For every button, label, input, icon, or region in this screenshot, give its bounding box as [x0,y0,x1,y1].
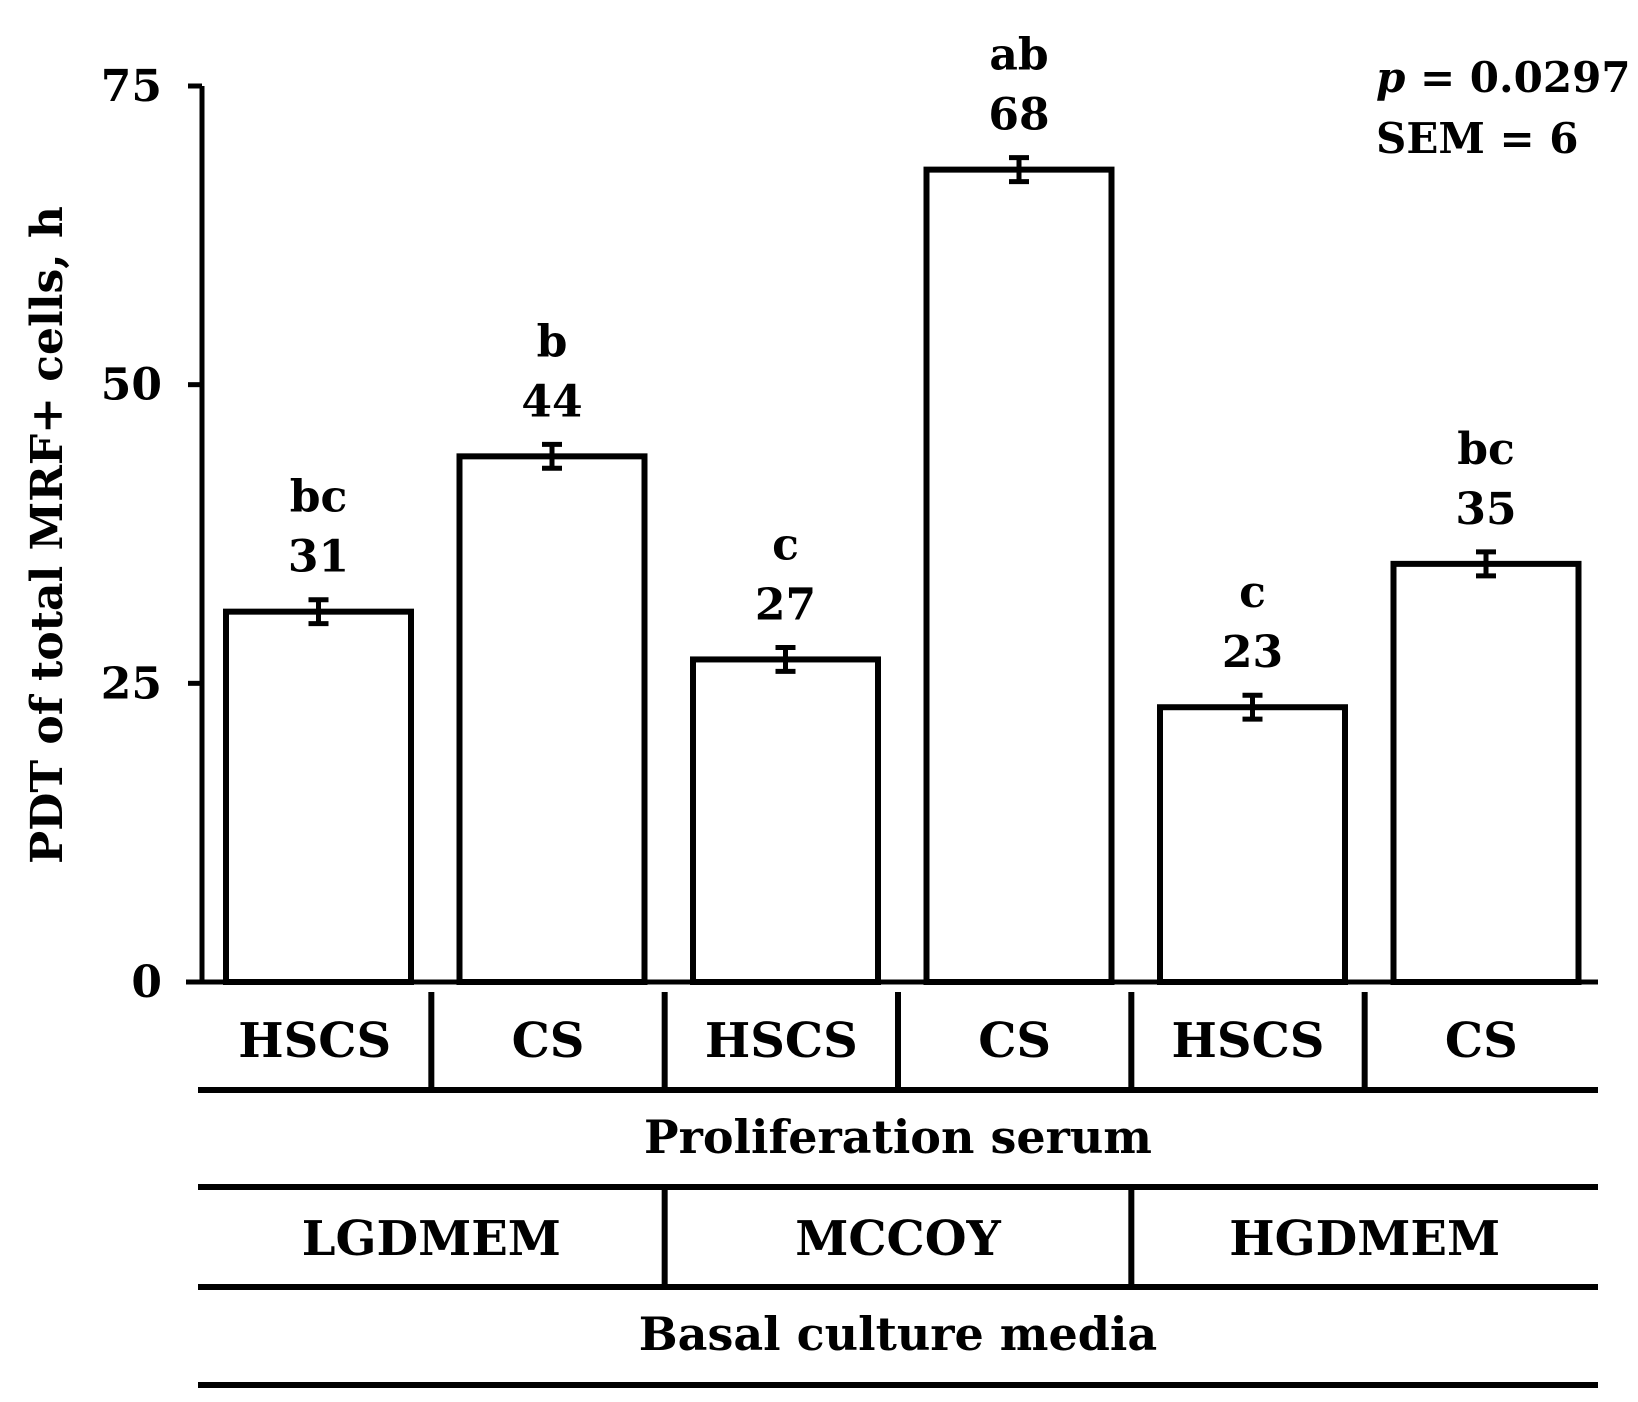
serum-category-label: HSCS [705,1013,858,1069]
basal-media-label: LGDMEM [302,1211,561,1267]
y-tick-label: 50 [101,360,162,411]
y-tick-label: 0 [131,957,162,1008]
proliferation-serum-label: Proliferation serum [644,1110,1152,1164]
significance-letter: bc [290,472,348,523]
serum-category-label: CS [512,1013,585,1069]
basal-culture-media-label: Basal culture media [639,1307,1157,1361]
serum-category-label: CS [978,1013,1051,1069]
bar-value-label: 23 [1222,627,1283,678]
bar [1390,560,1582,985]
bar [1157,704,1348,986]
p-value-text: = 0.0297 [1405,53,1630,102]
serum-category-label: HSCS [238,1013,391,1069]
bar-value-label: 68 [988,90,1049,141]
bar [223,608,414,985]
bar [456,453,648,985]
bar [690,656,881,985]
basal-media-label: HGDMEM [1229,1211,1500,1267]
bar-value-label: 44 [521,376,582,427]
sem-label: SEM = 6 [1376,114,1579,163]
basal-media-label: MCCOY [795,1211,1001,1267]
serum-category-label: CS [1445,1013,1518,1069]
p-value-label: p = 0.0297 [1376,53,1631,102]
bar [923,166,1115,986]
bar-value-label: 27 [755,579,816,630]
significance-letter: c [772,519,799,570]
y-tick-label: 75 [101,61,162,112]
significance-letter: ab [989,30,1048,81]
serum-category-label: HSCS [1172,1013,1325,1069]
bar-value-label: 31 [288,532,349,583]
significance-letter: c [1239,567,1266,618]
y-axis-label: PDT of total MRF+ cells, h [22,206,73,864]
significance-letter: bc [1457,424,1515,475]
p-symbol: p [1376,53,1405,102]
significance-letter: b [537,316,568,367]
bar-value-label: 35 [1455,484,1516,535]
y-tick-label: 25 [101,658,162,709]
